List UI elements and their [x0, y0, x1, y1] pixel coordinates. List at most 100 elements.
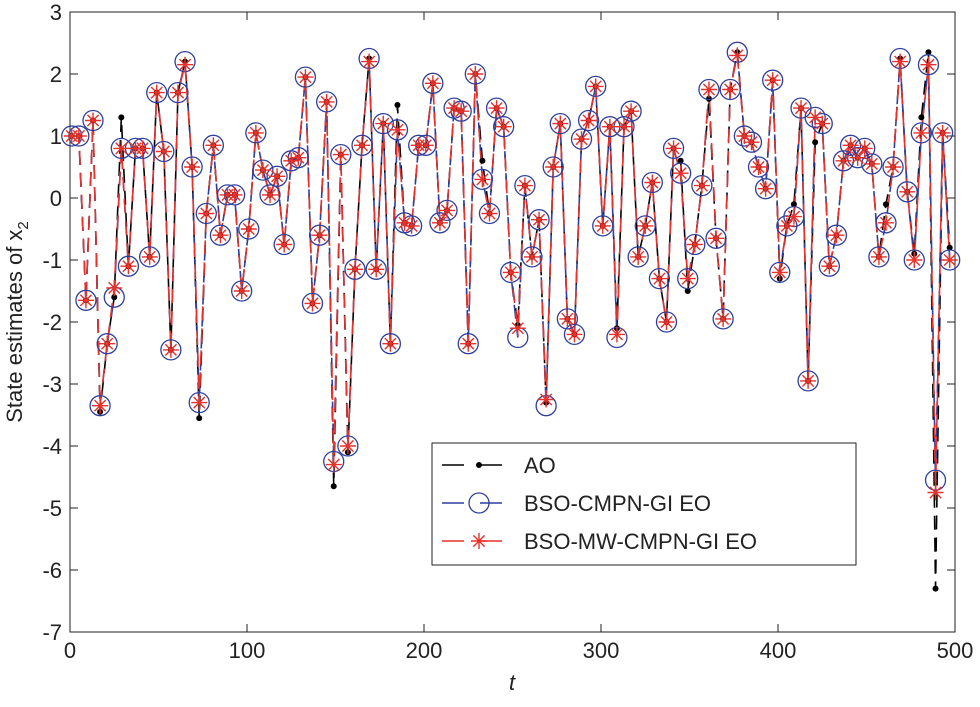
asterisk-marker [941, 252, 958, 268]
circle-marker [797, 370, 819, 392]
circle-marker [712, 308, 734, 330]
asterisk-marker [106, 279, 123, 296]
x-tick-label: 200 [406, 638, 443, 663]
asterisk-marker [396, 214, 413, 231]
circle-marker [485, 97, 508, 119]
legend-box [431, 442, 857, 566]
x-tick-label: 500 [937, 638, 974, 663]
asterisk-marker [594, 217, 611, 234]
circle-marker [500, 261, 522, 284]
asterisk-marker [764, 72, 781, 89]
circle-marker [195, 202, 217, 225]
circle-marker [577, 109, 600, 132]
circle-marker [273, 233, 295, 256]
asterisk-marker [580, 112, 597, 129]
asterisk-marker [205, 137, 222, 154]
asterisk-marker [141, 248, 158, 265]
asterisk-marker [134, 140, 151, 157]
asterisk-marker [297, 69, 314, 86]
circle-marker [570, 128, 593, 150]
dot-marker [111, 294, 118, 301]
asterisk-marker [184, 159, 201, 175]
asterisk-marker [601, 118, 618, 135]
dot-marker [476, 462, 482, 468]
circle-marker [754, 178, 777, 200]
asterisk-marker [920, 56, 937, 73]
asterisk-marker [495, 118, 512, 135]
asterisk-marker [672, 165, 689, 182]
asterisk-marker [113, 140, 130, 157]
asterisk-marker [283, 152, 300, 169]
dot-marker [196, 415, 203, 422]
asterisk-marker [842, 137, 859, 154]
asterisk-marker [368, 261, 385, 278]
asterisk-marker [424, 75, 441, 92]
asterisk-marker [892, 53, 909, 70]
circle-marker [896, 181, 918, 203]
legend-label: BSO-CMPN-GI EO [524, 491, 711, 516]
asterisk-marker [637, 217, 654, 234]
circle-marker [138, 246, 161, 268]
circle-marker [372, 112, 394, 135]
asterisk-marker [509, 320, 526, 337]
asterisk-marker [608, 326, 625, 343]
circle-marker [351, 134, 373, 156]
asterisk-marker [729, 47, 746, 64]
asterisk-marker [375, 115, 392, 132]
circle-marker [315, 91, 338, 113]
dot-marker [479, 157, 486, 164]
asterisk-marker [736, 128, 753, 144]
circle-marker [266, 165, 288, 187]
y-tick-label: -4 [42, 434, 62, 459]
y-axis-label: State estimates of x2 [2, 221, 32, 423]
circle-marker [733, 125, 756, 147]
asterisk-marker [849, 149, 866, 166]
circle-marker [677, 267, 699, 290]
asterisk-marker [630, 248, 647, 265]
asterisk-marker [538, 391, 555, 408]
circle-marker [117, 255, 140, 277]
asterisk-marker [471, 533, 487, 549]
dot-marker [925, 49, 932, 56]
asterisk-marker [870, 248, 887, 265]
circle-marker [705, 227, 727, 249]
asterisk-marker [679, 270, 696, 287]
circle-marker [670, 162, 692, 184]
circle-marker [153, 140, 175, 163]
asterisk-marker [835, 152, 852, 169]
asterisk-marker [828, 227, 845, 244]
legend: AO BSO-CMPN-GI EO BSO-MW-CMPN-GI EO [431, 442, 857, 566]
asterisk-marker [502, 264, 519, 281]
circle-marker [811, 112, 833, 135]
circle-marker [464, 63, 486, 85]
dot-marker [677, 157, 684, 164]
asterisk-marker [262, 186, 279, 203]
circle-marker [89, 395, 111, 417]
asterisk-marker [927, 484, 944, 501]
circle-marker [308, 224, 331, 246]
asterisk-marker [226, 186, 243, 203]
asterisk-marker [715, 310, 732, 327]
circle-marker [549, 112, 571, 135]
circle-marker [422, 72, 444, 94]
circle-marker [868, 246, 890, 268]
asterisk-marker [863, 155, 880, 172]
asterisk-marker [92, 397, 109, 414]
circle-marker [903, 249, 925, 271]
y-axis-label-subscript: 2 [15, 221, 32, 229]
circle-marker [655, 311, 678, 333]
y-tick-label: -2 [42, 310, 62, 335]
asterisk-marker [460, 335, 477, 352]
circle-marker [344, 258, 366, 280]
circle-marker [259, 184, 281, 206]
dot-marker [882, 201, 889, 208]
y-tick-label: -3 [42, 372, 62, 397]
asterisk-marker [545, 159, 562, 175]
y-tick-label: 0 [50, 186, 62, 211]
asterisk-marker [467, 66, 484, 82]
x-tick-label: 400 [760, 638, 797, 663]
circle-marker [471, 168, 494, 191]
y-tick-label: 3 [50, 0, 62, 25]
circle-marker [832, 150, 855, 172]
